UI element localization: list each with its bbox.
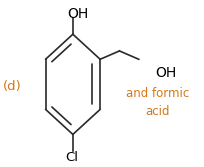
Text: OH: OH	[155, 66, 176, 80]
Text: and formic: and formic	[126, 87, 189, 100]
Text: acid: acid	[145, 105, 170, 118]
Text: Cl: Cl	[65, 151, 78, 164]
Text: (d): (d)	[2, 80, 21, 93]
Text: OH: OH	[67, 7, 89, 21]
